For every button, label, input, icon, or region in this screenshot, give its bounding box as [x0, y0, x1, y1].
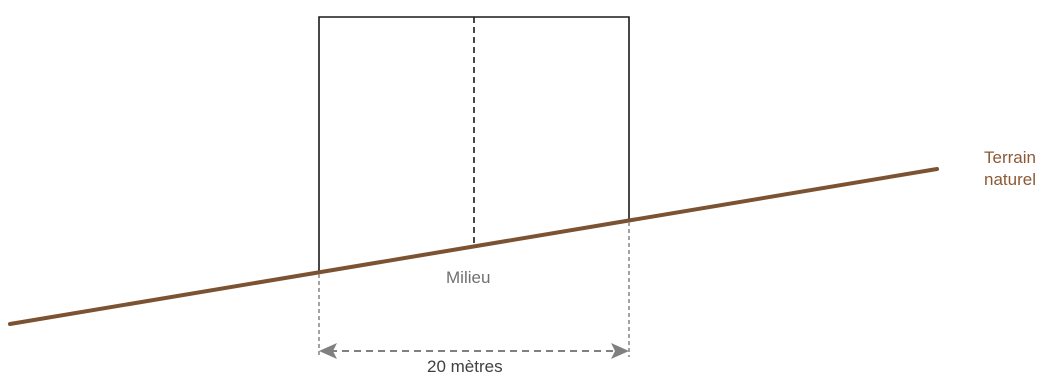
terrain-label-line-1: Terrain: [984, 148, 1036, 167]
dimension-arrow-left-icon: [319, 343, 337, 359]
dimension-arrow-right-icon: [611, 343, 629, 359]
milieu-label: Milieu: [446, 268, 491, 287]
terrain-label-line-2: naturel: [984, 170, 1036, 189]
building-outline: [318, 16, 630, 272]
width-dimension-label: 20 mètres: [427, 357, 503, 376]
natural-terrain-line: [8, 167, 939, 326]
terrain-naturel-label: Terrain naturel: [984, 147, 1036, 191]
